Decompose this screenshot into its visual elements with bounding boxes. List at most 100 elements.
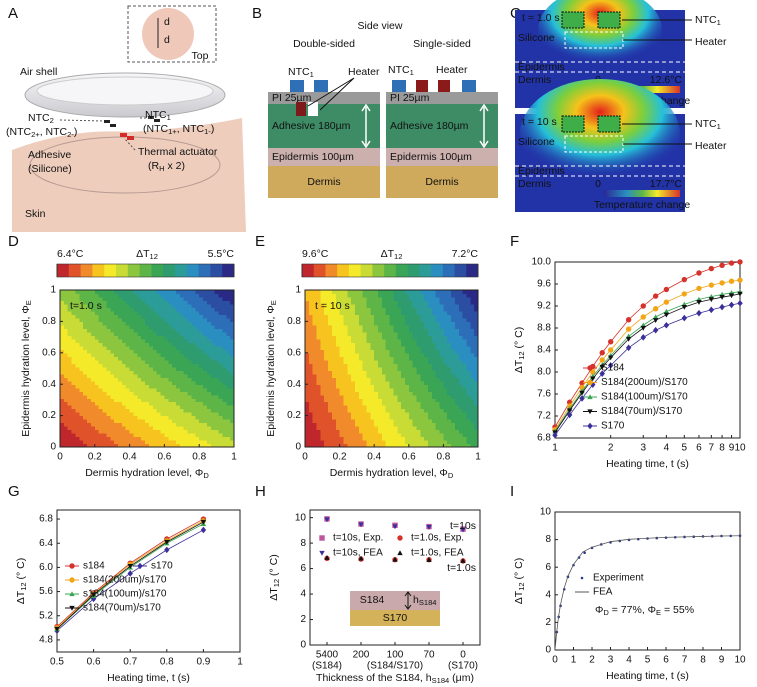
contour-cell	[416, 402, 420, 406]
contour-cell	[332, 416, 336, 420]
contour-cell	[68, 335, 72, 339]
x-tick-label: 2	[608, 443, 614, 454]
contour-cell	[401, 346, 405, 350]
contour-cell	[351, 342, 355, 346]
contour-cell	[405, 433, 409, 437]
contour-cell	[463, 416, 467, 420]
contour-cell	[397, 356, 401, 360]
legend-label: t=10s, Exp.	[333, 533, 383, 544]
contour-cell	[180, 423, 184, 427]
contour-cell	[447, 409, 451, 413]
contour-cell	[440, 293, 444, 297]
contour-cell	[184, 370, 188, 374]
contour-cell	[428, 391, 432, 395]
contour-cell	[195, 416, 199, 420]
contour-cell	[386, 405, 390, 409]
contour-cell	[378, 332, 382, 336]
contour-cell	[343, 363, 347, 367]
contour-cell	[463, 370, 467, 374]
contour-cell	[463, 290, 467, 294]
contour-cell	[133, 321, 137, 325]
contour-cell	[355, 314, 359, 318]
layer-label: Epidermis	[518, 61, 565, 73]
contour-cell	[367, 346, 371, 350]
contour-cell	[87, 349, 91, 353]
contour-cell	[164, 426, 168, 430]
contour-cell	[137, 405, 141, 409]
contour-cell	[203, 395, 207, 399]
layer-label: Epidermis 100µm	[390, 151, 472, 163]
contour-cell	[443, 370, 447, 374]
contour-cell	[106, 388, 110, 392]
contour-cell	[459, 304, 463, 308]
contour-cell	[95, 356, 99, 360]
contour-cell	[64, 384, 68, 388]
contour-cell	[118, 360, 122, 364]
contour-cell	[351, 398, 355, 402]
contour-cell	[211, 395, 215, 399]
contour-cell	[340, 395, 344, 399]
contour-cell	[211, 332, 215, 336]
contour-cell	[157, 321, 161, 325]
contour-cell	[114, 297, 118, 301]
contour-cell	[382, 370, 386, 374]
contour-cell	[103, 311, 107, 315]
contour-cell	[447, 353, 451, 357]
contour-cell	[409, 360, 413, 364]
y-tick-label: 5.2	[39, 610, 53, 621]
contour-cell	[83, 384, 87, 388]
contour-cell	[401, 314, 405, 318]
contour-cell	[137, 370, 141, 374]
contour-cell	[172, 297, 176, 301]
contour-cell	[351, 349, 355, 353]
contour-cell	[184, 314, 188, 318]
contour-cell	[79, 388, 83, 392]
x-tick-label: 0	[302, 452, 308, 463]
contour-cell	[168, 325, 172, 329]
contour-cell	[215, 405, 219, 409]
contour-cell	[133, 423, 137, 427]
contour-cell	[382, 314, 386, 318]
contour-cell	[172, 440, 176, 444]
contour-cell	[447, 437, 451, 441]
contour-cell	[317, 325, 321, 329]
contour-cell	[470, 360, 474, 364]
contour-cell	[470, 367, 474, 371]
contour-cell	[343, 391, 347, 395]
contour-cell	[401, 335, 405, 339]
contour-cell	[340, 412, 344, 416]
contour-cell	[374, 409, 378, 413]
contour-cell	[420, 398, 424, 402]
contour-cell	[390, 405, 394, 409]
contour-cell	[222, 346, 226, 350]
contour-cell	[184, 398, 188, 402]
contour-cell	[191, 290, 195, 294]
contour-cell	[436, 398, 440, 402]
contour-cell	[226, 367, 230, 371]
contour-cell	[363, 440, 367, 444]
contour-cell	[145, 339, 149, 343]
contour-cell	[447, 384, 451, 388]
contour-cell	[367, 384, 371, 388]
contour-cell	[393, 321, 397, 325]
contour-cell	[393, 353, 397, 357]
contour-cell	[397, 311, 401, 315]
contour-cell	[363, 304, 367, 308]
contour-cell	[215, 412, 219, 416]
contour-cell	[347, 391, 351, 395]
contour-cell	[386, 300, 390, 304]
contour-cell	[95, 363, 99, 367]
contour-cell	[126, 419, 130, 423]
contour-cell	[199, 377, 203, 381]
contour-cell	[420, 311, 424, 315]
contour-cell	[83, 356, 87, 360]
contour-cell	[99, 395, 103, 399]
contour-cell	[336, 363, 340, 367]
contour-cell	[413, 293, 417, 297]
contour-cell	[463, 398, 467, 402]
contour-cell	[99, 356, 103, 360]
contour-cell	[172, 419, 176, 423]
contour-cell	[110, 318, 114, 322]
contour-cell	[188, 293, 192, 297]
contour-cell	[99, 374, 103, 378]
